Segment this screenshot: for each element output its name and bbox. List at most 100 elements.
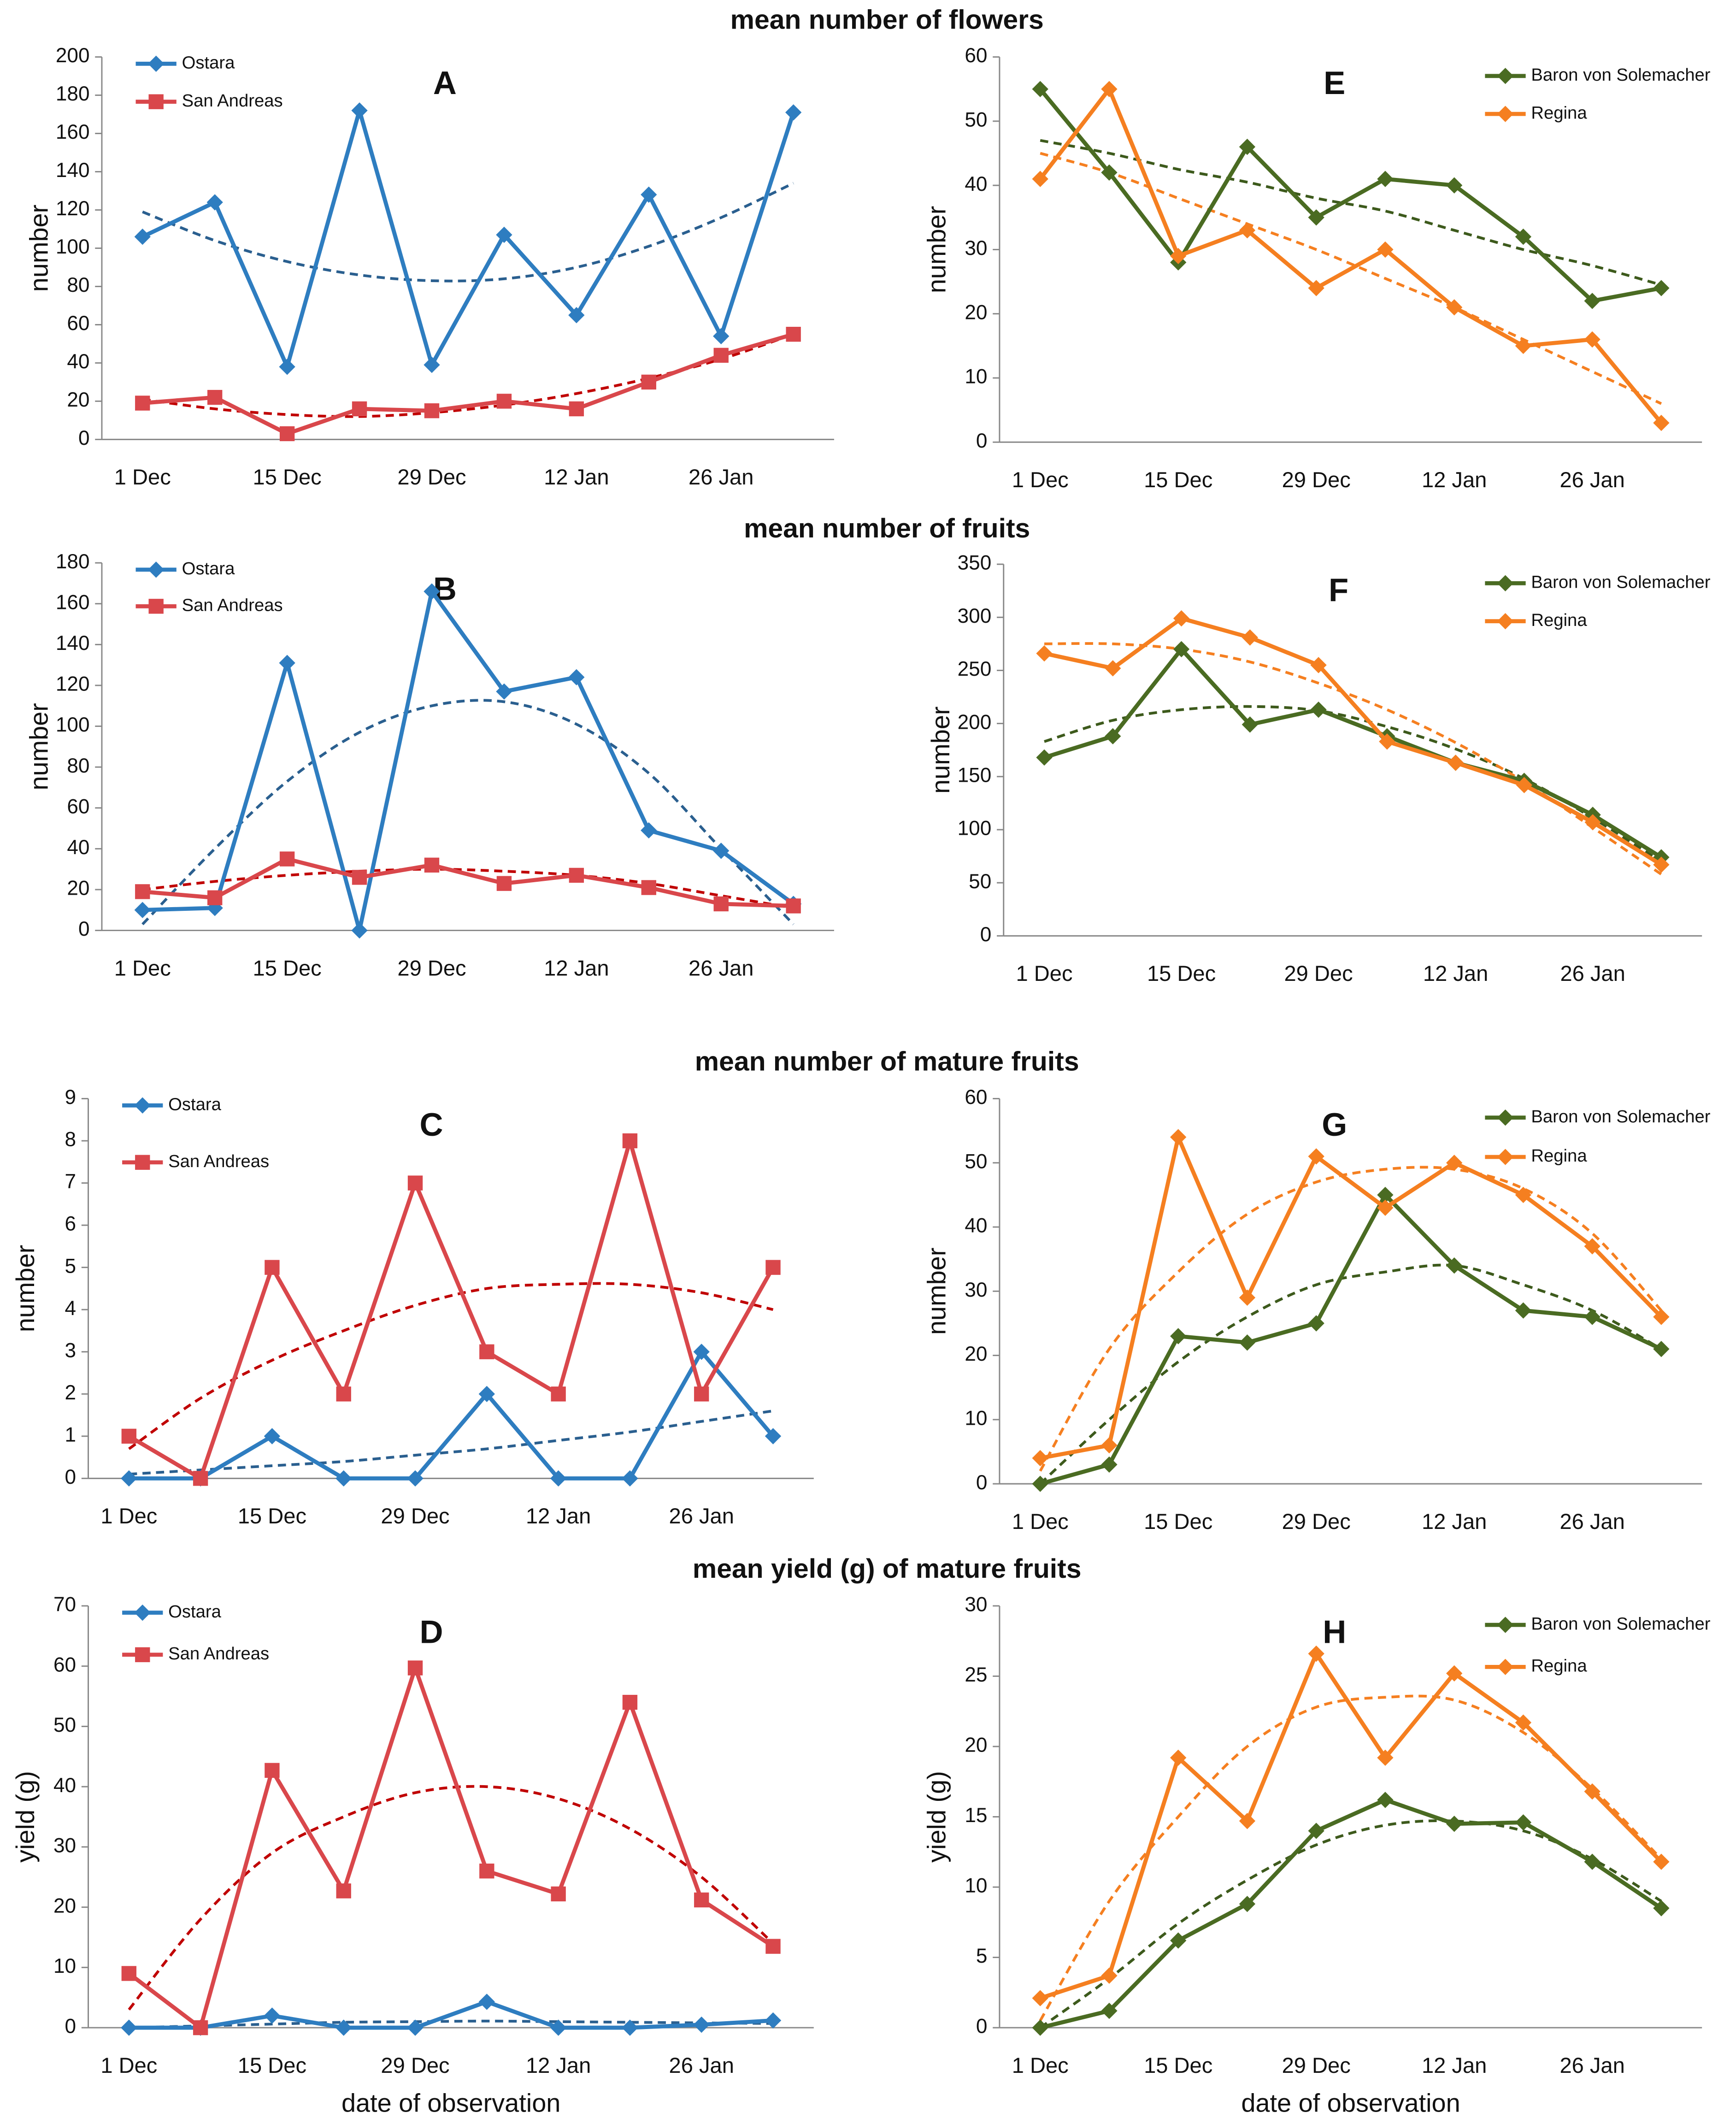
data-point	[1036, 645, 1053, 662]
data-point	[351, 102, 368, 119]
series-line	[129, 1348, 775, 1481]
data-point	[352, 401, 367, 417]
data-point	[568, 669, 585, 685]
y-tick-label: 0	[78, 427, 90, 449]
y-tick-label: 40	[965, 173, 987, 195]
data-point	[641, 880, 656, 895]
series-line	[1039, 1649, 1663, 2000]
series-line	[129, 2000, 773, 2030]
data-point	[407, 1470, 424, 1487]
legend-marker	[1497, 1658, 1514, 1676]
data-point	[1377, 1749, 1394, 1766]
panel-letter: D	[420, 1613, 443, 1650]
x-tick-label: 26 Jan	[1559, 467, 1624, 492]
data-point	[407, 1175, 423, 1191]
x-tick-label: 15 Dec	[238, 1504, 306, 1528]
data-point	[478, 1386, 495, 1402]
legend-marker	[1497, 1149, 1514, 1165]
data-point	[1446, 1257, 1463, 1274]
panel: 0 20 40 60 80 100 120 140 160 180 200 1 Dec 15 Dec 29…	[24, 44, 834, 489]
y-axis-label: number	[24, 703, 53, 791]
data-point	[351, 922, 368, 939]
data-point	[265, 1260, 280, 1275]
data-point	[1239, 1895, 1256, 1912]
y-tick-label: 30	[53, 1835, 76, 1857]
legend-label: Ostara	[182, 53, 235, 72]
x-axis-label: date of observation	[1241, 2089, 1460, 2118]
y-tick-label: 30	[965, 237, 987, 260]
y-tick-label: 3	[65, 1339, 77, 1362]
data-point	[713, 348, 729, 363]
data-point	[693, 2016, 710, 2033]
data-point	[1584, 1853, 1601, 1870]
data-point	[569, 401, 584, 417]
y-tick-label: 0	[976, 1471, 988, 1494]
x-tick-label: 29 Dec	[1282, 2053, 1351, 2077]
legend-label: San Andreas	[168, 1151, 269, 1171]
data-point	[1310, 702, 1327, 718]
legend-marker	[148, 599, 164, 614]
data-point	[279, 851, 295, 867]
data-point	[265, 1763, 280, 1778]
series-line	[141, 103, 795, 373]
x-tick-label: 29 Dec	[397, 956, 466, 980]
legend-marker	[148, 55, 165, 72]
y-axis-label: yield (g)	[922, 1771, 951, 1863]
y-tick-label: 0	[976, 2015, 988, 2038]
panel: 0 10 20 30 40 50 60 70 1 Dec 15 Dec 29 Dec 12 Jan 26…	[11, 1593, 814, 2118]
panel-letter: A	[433, 65, 457, 101]
data-point	[1239, 222, 1256, 239]
legend-marker	[148, 94, 164, 109]
series-line	[128, 1661, 774, 2031]
data-point	[1377, 171, 1394, 187]
y-tick-label: 8	[65, 1128, 77, 1151]
legend-label: Regina	[1531, 1656, 1587, 1676]
data-point	[1515, 1714, 1532, 1731]
data-point	[134, 902, 151, 918]
y-tick-label: 20	[965, 301, 987, 324]
y-tick-label: 10	[53, 1955, 76, 1977]
data-point	[1239, 1813, 1256, 1829]
series-line	[128, 1133, 775, 1481]
data-point	[1446, 1155, 1463, 1171]
y-tick-label: 60	[67, 795, 89, 818]
data-point	[206, 194, 223, 211]
data-point	[207, 890, 223, 905]
data-point	[765, 1939, 781, 1954]
series-line	[1040, 1191, 1662, 1486]
data-point	[1653, 1309, 1670, 1325]
trend-line	[1039, 1819, 1662, 2029]
section-heading: mean number of mature fruits	[695, 1046, 1079, 1076]
panel: 0 1 2 3 4 5 6 7 8 9 1 Dec 15 Dec 29 Dec 12 Jan 26 Jan n…	[11, 1086, 814, 1528]
legend-marker	[1497, 68, 1514, 84]
data-point	[1173, 641, 1190, 658]
y-axis-label: number	[922, 1248, 951, 1335]
data-point	[1170, 248, 1187, 265]
y-tick-label: 0	[78, 918, 90, 940]
panel: 0 10 20 30 40 50 60 1 Dec 15 Dec 29 Dec 12 Jan 26 J…	[922, 44, 1710, 492]
data-point	[407, 1660, 423, 1676]
x-tick-label: 26 Jan	[669, 1504, 734, 1528]
data-point	[1377, 1199, 1394, 1216]
y-tick-label: 60	[53, 1653, 76, 1676]
y-tick-label: 300	[958, 605, 992, 627]
data-point	[1032, 171, 1048, 187]
legend-marker	[135, 1155, 150, 1170]
data-point	[479, 1863, 494, 1879]
y-tick-label: 50	[965, 1150, 987, 1173]
y-tick-label: 0	[980, 923, 992, 946]
series-line	[142, 856, 794, 908]
trend-line	[1039, 1166, 1663, 1472]
y-tick-label: 180	[56, 550, 90, 573]
y-axis-label: number	[11, 1245, 40, 1333]
data-point	[551, 1386, 566, 1402]
y-tick-label: 200	[958, 711, 992, 733]
y-tick-label: 60	[965, 44, 987, 67]
x-tick-label: 15 Dec	[1144, 1509, 1212, 1534]
y-tick-label: 20	[67, 877, 89, 900]
x-tick-label: 26 Jan	[689, 956, 753, 980]
x-tick-label: 1 Dec	[114, 465, 171, 489]
y-tick-label: 40	[67, 350, 89, 373]
series-line	[1044, 616, 1663, 867]
data-point	[569, 867, 584, 883]
